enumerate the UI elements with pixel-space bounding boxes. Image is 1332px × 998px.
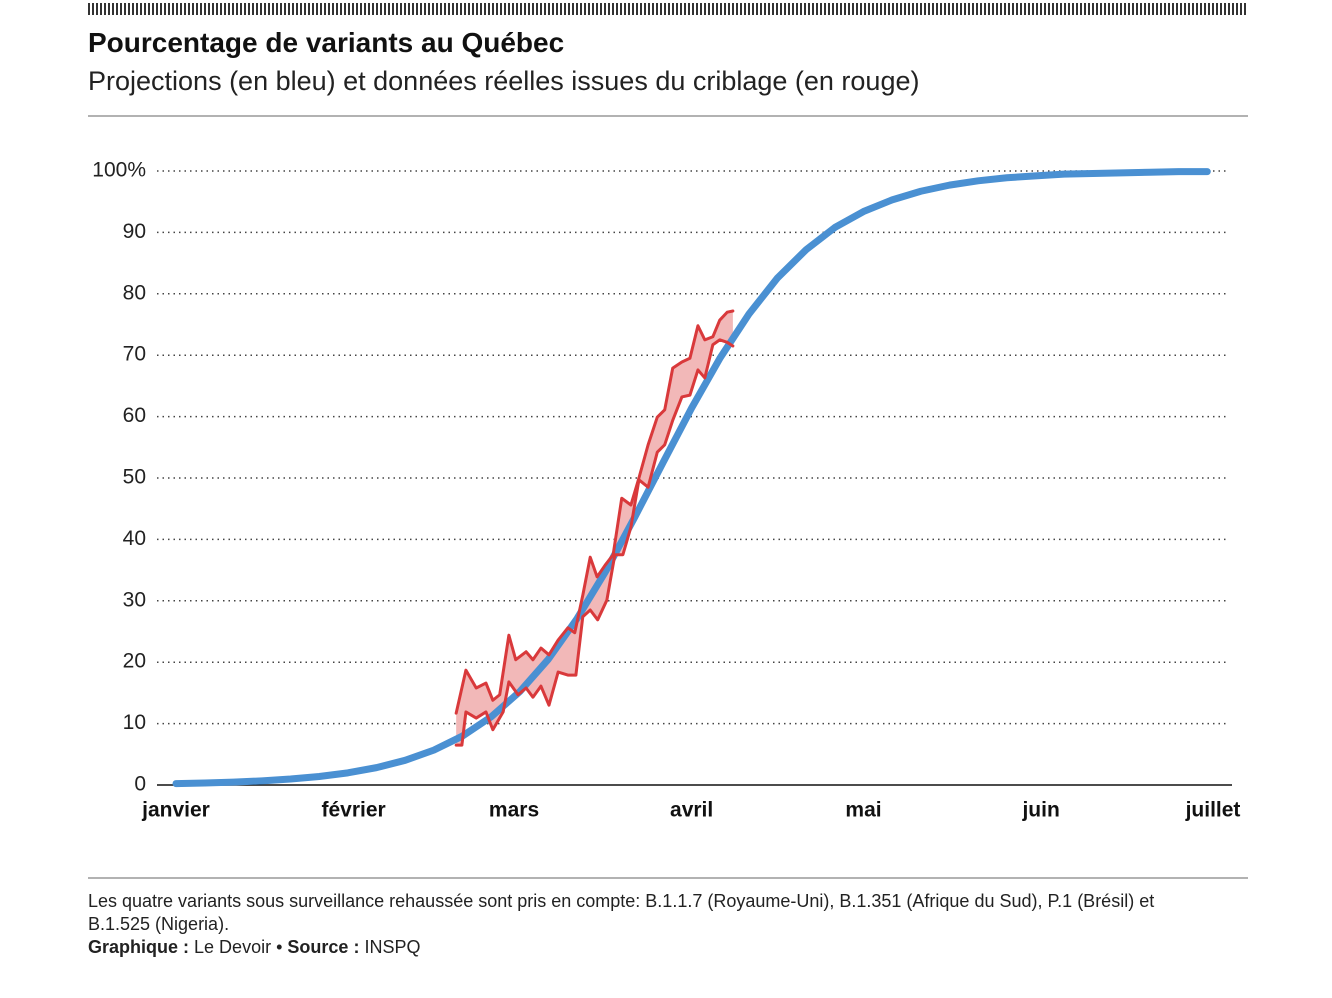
projection-line [172, 168, 1211, 788]
y-tick-label: 100% [92, 159, 146, 182]
x-tick-label: juin [1021, 799, 1059, 822]
band-fill [456, 310, 733, 746]
plot: 0 10 20 30 40 50 60 70 80 90 100% janvier février mar… [92, 159, 1240, 822]
y-tick-label: 60 [123, 404, 146, 427]
y-tick-label: 20 [123, 650, 146, 673]
chart-subtitle: Projections (en bleu) et données réelles… [88, 66, 920, 96]
y-tick-label: 40 [123, 527, 146, 550]
x-tick-label: juillet [1185, 799, 1241, 822]
y-tick-label: 10 [123, 711, 146, 734]
note: Les quatre variants sous surveillance re… [88, 891, 1155, 934]
source-label: Source : [287, 937, 360, 957]
x-tick-label: mai [845, 799, 881, 822]
chart-title: Pourcentage de variants au Québec [88, 27, 565, 58]
data-line [454, 309, 735, 715]
header-rule [88, 3, 1246, 15]
x-tick-label: mars [489, 799, 539, 822]
y-tick-label: 70 [123, 343, 146, 366]
credit: Le Devoir [194, 937, 272, 957]
x-tick-label: février [321, 799, 385, 822]
credit-label: Graphique : [88, 937, 190, 957]
y-tick-label: 90 [123, 220, 146, 243]
y-tick-label: 30 [123, 588, 146, 611]
data-line [454, 338, 735, 747]
x-tick-label: janvier [141, 799, 210, 822]
separator: • [276, 937, 283, 957]
y-tick-label: 0 [134, 773, 146, 796]
source: INSPQ [364, 937, 421, 957]
credits: Graphique : Le Devoir • Source : INSPQ [88, 937, 420, 958]
y-tick-label: 50 [123, 466, 146, 489]
y-tick-label: 80 [123, 281, 146, 304]
x-tick-label: avril [670, 799, 713, 822]
